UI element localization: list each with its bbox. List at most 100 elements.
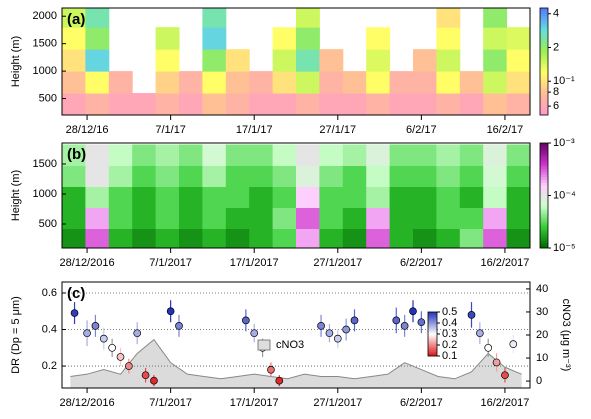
colorbar-step xyxy=(428,341,437,344)
heat-cell xyxy=(225,165,250,187)
heat-cell xyxy=(62,8,86,28)
heat-cell xyxy=(436,144,461,166)
data-point xyxy=(166,307,175,316)
colorbar-step xyxy=(540,45,548,49)
heat-cell xyxy=(483,207,508,229)
data-point xyxy=(99,334,108,343)
colorbar-step xyxy=(428,329,437,331)
y-tick-label: 1000 xyxy=(33,65,57,77)
heat-cell xyxy=(436,165,461,187)
heat-cell xyxy=(342,186,367,208)
x-tick-label: 27/1/2017 xyxy=(313,257,362,269)
colorbar-step xyxy=(540,98,548,102)
heat-cell xyxy=(155,71,180,94)
colorbar-step xyxy=(428,331,437,334)
heat-cell xyxy=(179,228,203,248)
plot-frame xyxy=(61,7,531,116)
colorbar-step xyxy=(428,314,437,316)
plot-area xyxy=(62,292,530,388)
colorbar-step xyxy=(540,216,548,220)
heat-cell xyxy=(342,93,367,115)
heat-cell xyxy=(483,8,508,28)
colorbar-step xyxy=(540,211,548,215)
colorbar-step xyxy=(540,203,548,207)
heat-cell xyxy=(436,186,461,208)
heat-cell xyxy=(202,144,227,166)
heat-cell xyxy=(155,27,180,50)
heat-cell xyxy=(225,144,250,166)
colorbar-step xyxy=(540,37,548,41)
colorbar-step xyxy=(540,88,548,92)
heat-cell xyxy=(436,49,461,72)
colorbar-step xyxy=(428,328,437,330)
colorbar-step xyxy=(428,323,437,325)
heat-cell xyxy=(225,186,250,208)
heat-cell xyxy=(413,165,437,187)
plot-area xyxy=(62,8,530,115)
colorbar-step xyxy=(428,334,437,336)
heat-cell xyxy=(272,186,297,208)
heat-cell xyxy=(202,186,227,208)
heat-cell xyxy=(108,93,133,115)
heat-cell xyxy=(249,144,274,166)
heat-cell xyxy=(155,93,180,115)
heat-cell xyxy=(506,165,530,187)
x-tick-label: 27/1/2017 xyxy=(313,397,362,409)
heat-cell xyxy=(132,93,157,115)
x-tick-label: 28/12/2016 xyxy=(60,397,115,409)
heat-cell xyxy=(272,207,297,229)
heat-cell xyxy=(132,165,157,187)
heat-cell xyxy=(225,228,250,248)
heat-cell xyxy=(62,27,86,50)
colorbar-step xyxy=(540,58,548,62)
data-point xyxy=(267,365,275,374)
colorbar-tick-label: 0.5 xyxy=(442,306,457,318)
data-point xyxy=(83,329,91,338)
heat-cell xyxy=(483,27,508,50)
x-tick-label: 7/1/2017 xyxy=(149,397,192,409)
heat-cell xyxy=(272,228,297,248)
colorbar-step xyxy=(540,153,548,157)
colorbar-step xyxy=(540,177,548,181)
heat-cell xyxy=(85,27,110,50)
heat-cell xyxy=(202,207,227,229)
heat-cell xyxy=(436,8,461,28)
colorbar-step xyxy=(540,16,548,19)
y-tick-label: 1000 xyxy=(33,188,57,200)
colorbar-step xyxy=(428,353,437,356)
heat-cell xyxy=(319,228,344,248)
heat-cell xyxy=(506,49,530,72)
colorbar-step xyxy=(540,101,548,105)
heat-cell xyxy=(459,228,484,248)
x-tick-label: 7/1/2017 xyxy=(149,257,192,269)
colorbar-step xyxy=(428,320,437,323)
heat-cell xyxy=(155,165,180,187)
heat-cell xyxy=(413,71,437,94)
heat-cell xyxy=(459,165,484,187)
colorbar-step xyxy=(428,348,437,350)
y2-tick-label: 30 xyxy=(536,306,548,318)
x-tick-label: 27/1/17 xyxy=(319,124,356,136)
heat-cell xyxy=(85,71,110,94)
heat-cell xyxy=(506,93,530,115)
colorbar-step xyxy=(540,69,548,73)
colorbar-step xyxy=(540,66,548,70)
heat-cell xyxy=(155,144,180,166)
colorbar-step xyxy=(428,312,437,314)
colorbar-step xyxy=(540,192,548,196)
colorbar-step xyxy=(540,245,548,249)
colorbar-step xyxy=(540,179,548,183)
heat-cell xyxy=(389,165,414,187)
x-tick-label: 16/2/17 xyxy=(487,124,524,136)
data-point xyxy=(250,329,259,338)
y-tick-label: 0.2 xyxy=(42,360,57,372)
data-point xyxy=(116,353,125,361)
y-tick-label: 500 xyxy=(39,92,57,104)
heat-cell xyxy=(179,71,203,94)
heat-cell xyxy=(506,144,530,166)
data-point xyxy=(141,371,150,380)
heat-cell xyxy=(413,228,437,248)
heat-cell xyxy=(249,71,274,94)
heat-cell xyxy=(506,27,530,50)
heat-cell xyxy=(272,27,297,50)
